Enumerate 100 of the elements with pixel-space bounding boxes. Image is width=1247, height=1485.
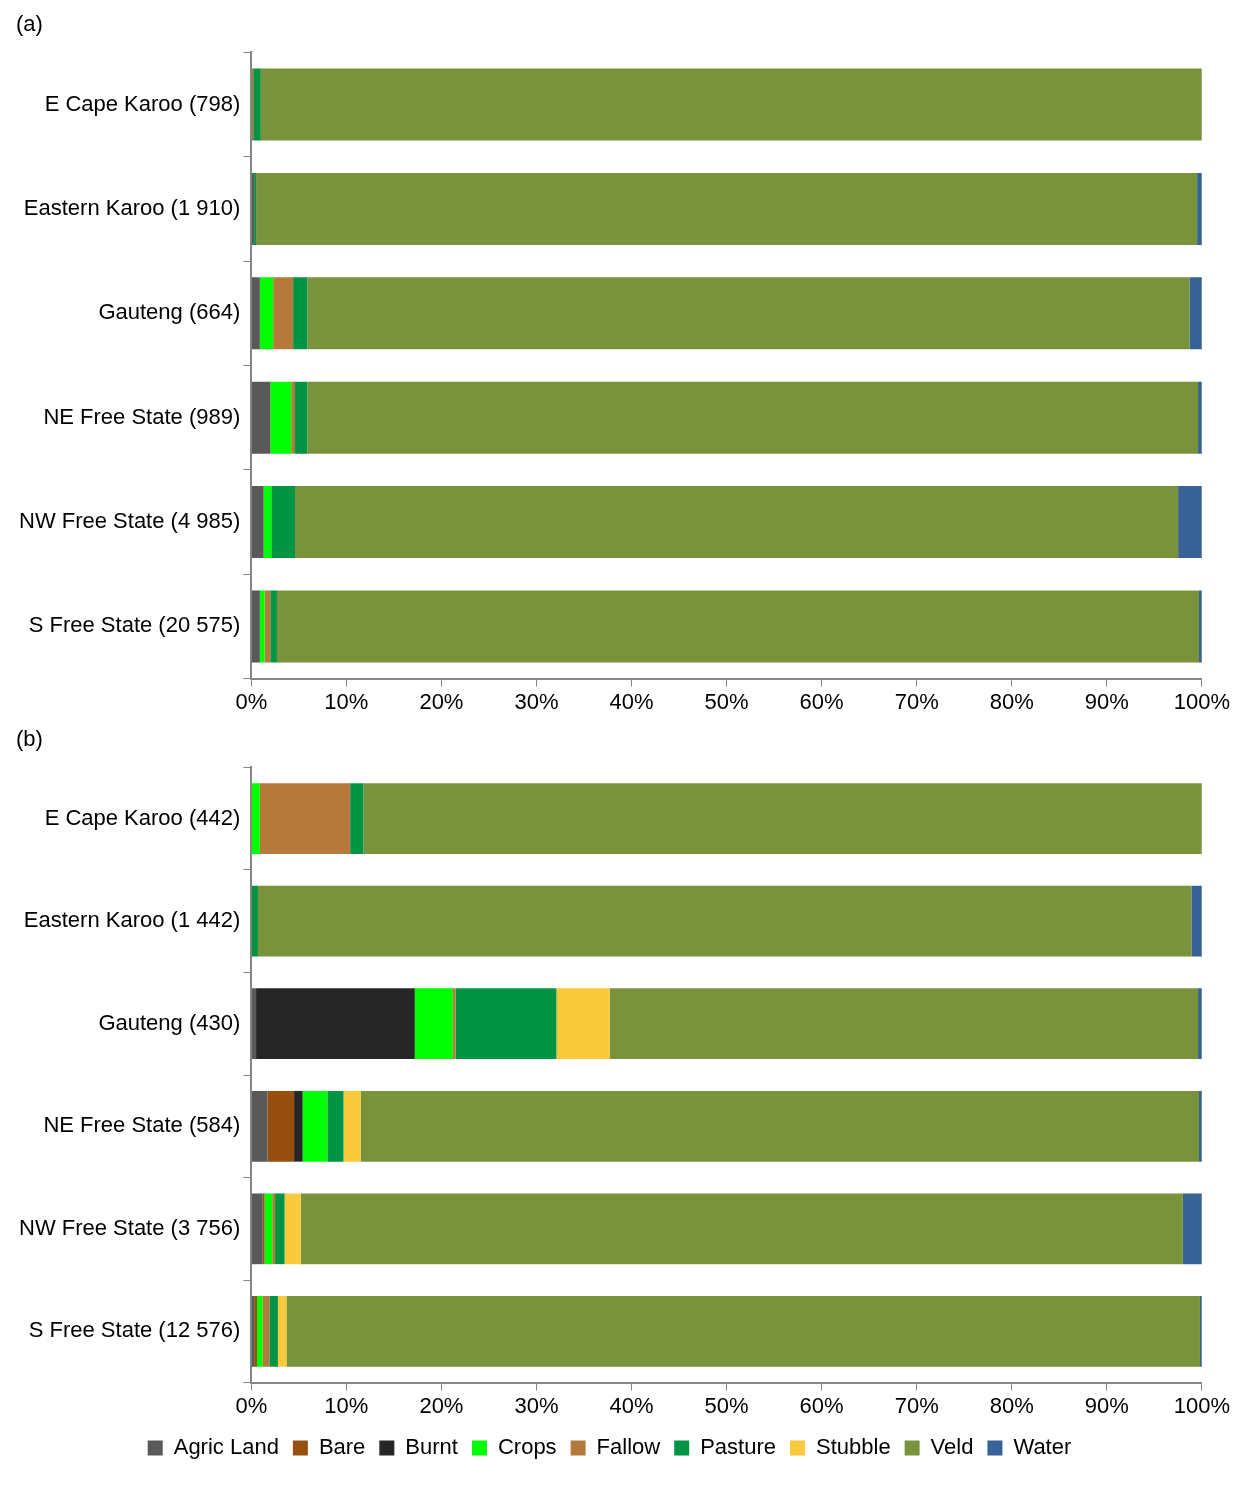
bar xyxy=(251,885,258,957)
bar xyxy=(294,1090,303,1162)
bar xyxy=(251,486,264,559)
bar xyxy=(284,1193,301,1265)
bar xyxy=(271,486,296,559)
x-tick-label: 20% xyxy=(419,1392,464,1418)
bar xyxy=(270,590,277,663)
y-tick-label: Gauteng (430) xyxy=(98,1009,241,1035)
bar xyxy=(350,783,364,855)
x-tick-label: 80% xyxy=(989,688,1034,714)
x-tick-label: 90% xyxy=(1084,1392,1129,1418)
legend-label: Bare xyxy=(318,1434,366,1460)
legend-label: Agric Land xyxy=(173,1434,279,1460)
bar xyxy=(259,590,265,663)
y-tick-label: Eastern Karoo (1 910) xyxy=(23,195,241,221)
bar xyxy=(295,486,1179,559)
bar xyxy=(414,988,453,1060)
x-tick-label: 40% xyxy=(609,1392,654,1418)
bar xyxy=(262,1295,270,1367)
x-tick-label: 40% xyxy=(609,688,654,714)
y-tick-label: Gauteng (664) xyxy=(98,299,241,325)
x-tick-label: 50% xyxy=(704,688,749,714)
text: (a) xyxy=(16,11,43,37)
y-tick-label: S Free State (12 576) xyxy=(28,1317,241,1343)
bar xyxy=(302,1090,328,1162)
x-tick-label: 0% xyxy=(235,688,268,714)
bar xyxy=(270,381,292,454)
bar xyxy=(1182,1193,1202,1265)
bar xyxy=(259,783,351,855)
bar xyxy=(307,381,1199,454)
bar xyxy=(257,885,1192,957)
y-tick-label: E Cape Karoo (798) xyxy=(44,90,241,116)
bar xyxy=(251,783,260,855)
bar xyxy=(275,1193,285,1265)
y-tick-label: E Cape Karoo (442) xyxy=(44,804,241,830)
bar xyxy=(263,486,272,559)
bar xyxy=(360,1090,1200,1162)
bar xyxy=(267,1090,295,1162)
x-tick-label: 100% xyxy=(1173,1392,1231,1418)
legend-label: Water xyxy=(1013,1434,1072,1460)
bar xyxy=(609,988,1199,1060)
bar xyxy=(1191,885,1202,957)
x-tick-label: 30% xyxy=(514,1392,559,1418)
bar xyxy=(293,277,308,350)
x-tick-label: 10% xyxy=(324,1392,369,1418)
y-tick-label: NW Free State (3 756) xyxy=(18,1214,241,1240)
bar xyxy=(269,1295,278,1367)
bar xyxy=(291,381,296,454)
x-tick-label: 60% xyxy=(799,688,844,714)
legend-label: Crops xyxy=(497,1434,557,1460)
legend-label: Burnt xyxy=(405,1434,458,1460)
bar xyxy=(363,783,1202,855)
bar xyxy=(286,1295,1200,1367)
y-tick-label: NW Free State (4 985) xyxy=(18,508,241,534)
bar xyxy=(276,590,1200,663)
y-tick-label: NE Free State (584) xyxy=(43,1112,241,1138)
bar xyxy=(273,277,294,350)
x-tick-label: 90% xyxy=(1084,688,1129,714)
bar xyxy=(257,1295,263,1367)
bar xyxy=(251,381,271,454)
bar xyxy=(256,172,1198,245)
y-tick-label: S Free State (20 575) xyxy=(28,612,241,638)
bar xyxy=(251,988,257,1060)
bar xyxy=(455,988,557,1060)
bar xyxy=(295,381,308,454)
bar xyxy=(343,1090,361,1162)
x-tick-label: 100% xyxy=(1173,688,1231,714)
x-tick-label: 70% xyxy=(894,1392,939,1418)
legend-label: Veld xyxy=(930,1434,974,1460)
bar xyxy=(327,1090,344,1162)
bar xyxy=(251,277,260,350)
bar xyxy=(251,590,260,663)
bar xyxy=(307,277,1190,350)
bar xyxy=(251,1193,263,1265)
bar xyxy=(251,1090,268,1162)
x-tick-label: 70% xyxy=(894,688,939,714)
x-tick-label: 50% xyxy=(704,1392,749,1418)
x-tick-label: 30% xyxy=(514,688,559,714)
bar xyxy=(556,988,610,1060)
bar xyxy=(253,68,261,141)
bar xyxy=(264,1193,273,1265)
bar xyxy=(272,1193,276,1265)
bar xyxy=(1178,486,1202,559)
bar xyxy=(256,988,415,1060)
y-tick-label: Eastern Karoo (1 442) xyxy=(23,907,241,933)
bar xyxy=(452,988,456,1060)
legend-label: Stubble xyxy=(816,1434,891,1460)
x-tick-label: 20% xyxy=(419,688,464,714)
bar xyxy=(260,68,1202,141)
x-tick-label: 0% xyxy=(235,1392,268,1418)
x-tick-label: 10% xyxy=(324,688,369,714)
legend-label: Fallow xyxy=(596,1434,661,1460)
bar xyxy=(300,1193,1183,1265)
bar xyxy=(259,277,274,350)
x-tick-label: 60% xyxy=(799,1392,844,1418)
x-tick-label: 80% xyxy=(989,1392,1034,1418)
text: (b) xyxy=(16,726,43,752)
legend-label: Pasture xyxy=(700,1434,777,1460)
bar xyxy=(277,1295,287,1367)
y-tick-label: NE Free State (989) xyxy=(43,403,241,429)
